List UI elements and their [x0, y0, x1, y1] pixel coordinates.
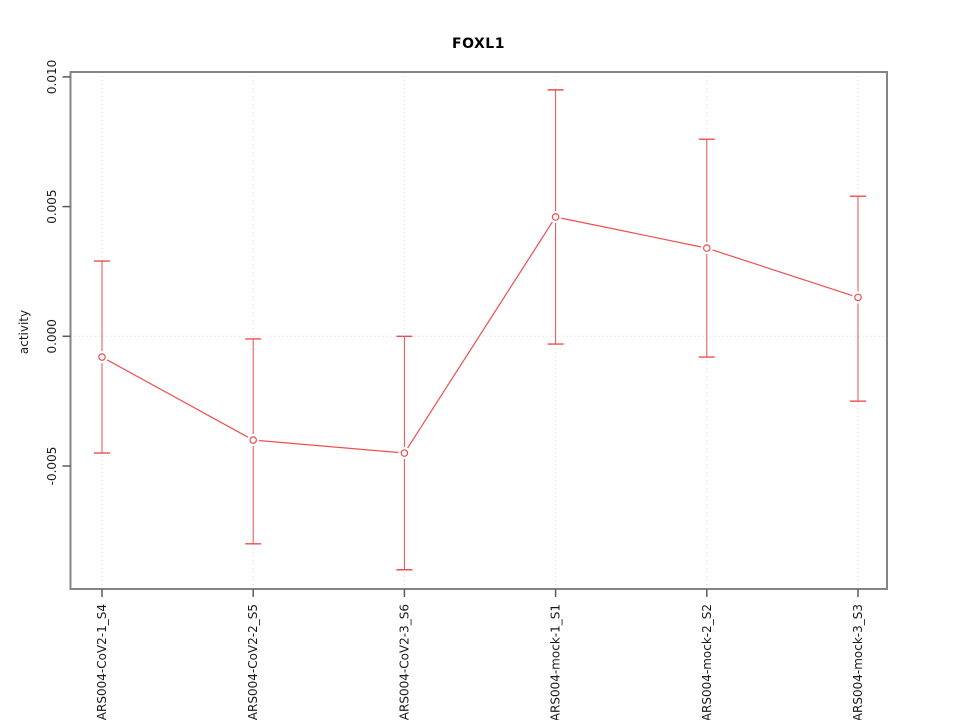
x-category-label: SARS004-mock-3_S3: [851, 604, 865, 720]
y-tick-label: 0.010: [45, 60, 59, 94]
x-category-label: SARS004-mock-1_S1: [549, 604, 563, 720]
x-category-label: SARS004-mock-2_S2: [700, 604, 714, 720]
plot-border: [69, 71, 888, 590]
data-point: [400, 449, 409, 457]
y-tick-label: 0.005: [45, 189, 59, 223]
series-segment: [253, 439, 405, 454]
data-point: [98, 353, 106, 361]
y-tick-label: 0.000: [45, 319, 59, 353]
data-point: [702, 244, 711, 252]
series-segment: [403, 216, 557, 454]
x-category-label: SARS004-CoV2-1_S4: [95, 604, 109, 720]
series-segment: [706, 247, 859, 298]
y-tick-label: -0.005: [45, 447, 59, 486]
data-point: [249, 436, 258, 444]
y-axis-label: activity: [17, 309, 31, 355]
x-category-label: SARS004-CoV2-2_S5: [246, 604, 260, 720]
series-segment: [555, 216, 707, 249]
data-point: [854, 293, 862, 302]
data-point: [551, 213, 560, 221]
series-segment: [101, 356, 254, 441]
x-category-label: SARS004-CoV2-3_S6: [397, 604, 411, 720]
chart-title: FOXL1: [452, 36, 505, 52]
